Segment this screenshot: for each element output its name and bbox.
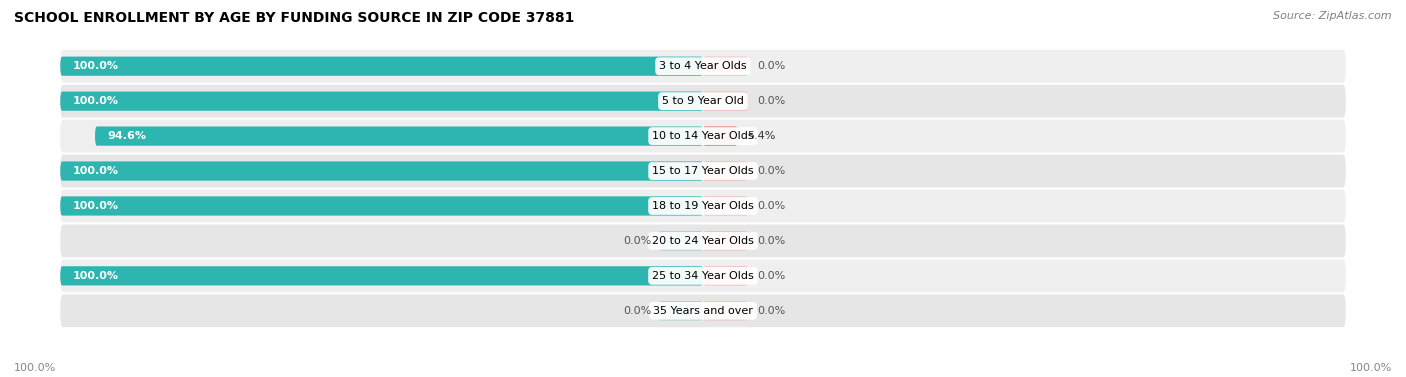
FancyBboxPatch shape [703,231,748,251]
FancyBboxPatch shape [703,92,748,111]
FancyBboxPatch shape [60,259,1346,292]
Text: 15 to 17 Year Olds: 15 to 17 Year Olds [652,166,754,176]
Text: 0.0%: 0.0% [758,201,786,211]
Text: 100.0%: 100.0% [1350,363,1392,373]
FancyBboxPatch shape [60,190,1346,222]
Text: 100.0%: 100.0% [73,96,120,106]
FancyBboxPatch shape [60,161,703,181]
Text: 0.0%: 0.0% [758,236,786,246]
Text: 35 Years and over: 35 Years and over [652,306,754,316]
FancyBboxPatch shape [60,196,703,216]
FancyBboxPatch shape [60,85,1346,118]
Text: 25 to 34 Year Olds: 25 to 34 Year Olds [652,271,754,281]
FancyBboxPatch shape [658,231,703,251]
Text: 0.0%: 0.0% [623,306,651,316]
Text: 10 to 14 Year Olds: 10 to 14 Year Olds [652,131,754,141]
FancyBboxPatch shape [703,161,748,181]
Text: Source: ZipAtlas.com: Source: ZipAtlas.com [1274,11,1392,21]
FancyBboxPatch shape [60,120,1346,153]
FancyBboxPatch shape [60,294,1346,327]
FancyBboxPatch shape [703,196,748,216]
FancyBboxPatch shape [96,126,703,146]
Text: 0.0%: 0.0% [623,236,651,246]
Text: 0.0%: 0.0% [758,271,786,281]
Text: 100.0%: 100.0% [73,201,120,211]
FancyBboxPatch shape [703,126,738,146]
Text: 5 to 9 Year Old: 5 to 9 Year Old [662,96,744,106]
Text: 100.0%: 100.0% [73,61,120,71]
FancyBboxPatch shape [60,224,1346,257]
Text: 94.6%: 94.6% [108,131,146,141]
Text: 0.0%: 0.0% [758,96,786,106]
Text: 100.0%: 100.0% [73,166,120,176]
Text: 3 to 4 Year Olds: 3 to 4 Year Olds [659,61,747,71]
Text: 18 to 19 Year Olds: 18 to 19 Year Olds [652,201,754,211]
Text: 0.0%: 0.0% [758,166,786,176]
Text: 100.0%: 100.0% [14,363,56,373]
FancyBboxPatch shape [703,57,748,76]
FancyBboxPatch shape [60,155,1346,187]
Text: 20 to 24 Year Olds: 20 to 24 Year Olds [652,236,754,246]
FancyBboxPatch shape [60,57,703,76]
Text: 5.4%: 5.4% [748,131,776,141]
FancyBboxPatch shape [658,301,703,320]
FancyBboxPatch shape [703,266,748,285]
Text: SCHOOL ENROLLMENT BY AGE BY FUNDING SOURCE IN ZIP CODE 37881: SCHOOL ENROLLMENT BY AGE BY FUNDING SOUR… [14,11,575,25]
FancyBboxPatch shape [60,266,703,285]
Text: 0.0%: 0.0% [758,61,786,71]
FancyBboxPatch shape [60,50,1346,83]
FancyBboxPatch shape [703,301,748,320]
FancyBboxPatch shape [60,92,703,111]
Text: 100.0%: 100.0% [73,271,120,281]
Text: 0.0%: 0.0% [758,306,786,316]
